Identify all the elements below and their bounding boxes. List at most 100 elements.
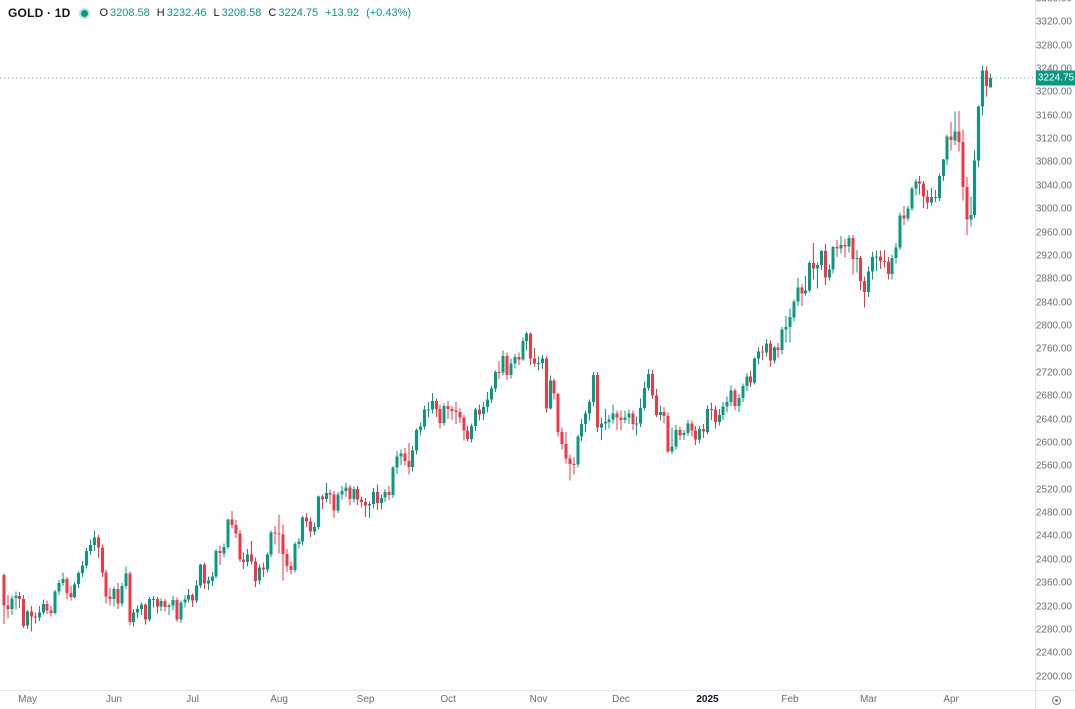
candle-body bbox=[592, 375, 595, 402]
candle-body bbox=[426, 409, 430, 411]
candle-body bbox=[2, 574, 6, 606]
candle-body bbox=[340, 490, 344, 495]
candle-body bbox=[163, 601, 167, 607]
candle-body bbox=[749, 376, 753, 383]
candle-body bbox=[796, 287, 800, 302]
time-axis-label: Jun bbox=[105, 694, 123, 705]
market-status-icon[interactable] bbox=[81, 9, 89, 17]
candle-body bbox=[45, 604, 49, 611]
candle-body bbox=[529, 333, 533, 359]
candle-body bbox=[324, 493, 328, 499]
candle-body bbox=[238, 533, 242, 560]
candle-body bbox=[804, 290, 808, 294]
candle-body bbox=[387, 491, 391, 495]
candle-body bbox=[281, 534, 285, 554]
price-axis-label: 3000.00 bbox=[1035, 203, 1072, 215]
candle-body bbox=[949, 136, 953, 141]
candle-body bbox=[721, 406, 725, 415]
price-axis-label: 2320.00 bbox=[1035, 601, 1072, 612]
candle-body bbox=[474, 409, 478, 426]
time-axis-label: May bbox=[18, 694, 38, 705]
candle-body bbox=[316, 496, 320, 527]
candle-body bbox=[285, 553, 289, 567]
candle-body bbox=[226, 519, 230, 547]
candle-body bbox=[678, 430, 682, 436]
candle-body bbox=[336, 494, 340, 511]
candle-body bbox=[674, 430, 678, 447]
candle-body bbox=[851, 237, 855, 259]
candle-body bbox=[328, 493, 332, 495]
candle-body bbox=[230, 519, 234, 526]
candle-body bbox=[195, 585, 199, 601]
candle-body bbox=[568, 458, 572, 464]
candle-body bbox=[576, 436, 580, 465]
candle-body bbox=[686, 423, 690, 433]
price-axis[interactable]: 3224.75 2200.00 2240.00 2280.00 2320.00 2360… bbox=[1035, 0, 1075, 690]
scale-settings-button[interactable] bbox=[1035, 690, 1075, 709]
candle-body bbox=[454, 410, 458, 412]
candle-body bbox=[462, 417, 466, 431]
candle-body bbox=[434, 400, 438, 409]
candle-body bbox=[509, 363, 513, 376]
candle-body bbox=[878, 256, 882, 262]
candlestick-chart-area[interactable] bbox=[0, 0, 1035, 690]
candle-body bbox=[556, 393, 560, 432]
candle-body bbox=[144, 604, 147, 620]
candle-body bbox=[812, 262, 816, 269]
candle-body bbox=[53, 591, 57, 613]
time-axis-label: Apr bbox=[943, 694, 959, 705]
candle-body bbox=[768, 343, 772, 361]
candle-body bbox=[26, 611, 30, 626]
high-value: 3232.46 bbox=[166, 7, 207, 19]
candle-body bbox=[525, 333, 529, 342]
candle-body bbox=[894, 247, 898, 259]
candle-body bbox=[521, 341, 525, 360]
symbol-title[interactable]: GOLD · 1D bbox=[8, 6, 71, 20]
price-axis-label: 2440.00 bbox=[1035, 530, 1072, 542]
candle-body bbox=[945, 136, 949, 160]
candle-body bbox=[651, 373, 654, 396]
candle-body bbox=[187, 594, 191, 600]
candle-body bbox=[100, 547, 104, 573]
candlestick-canvas[interactable] bbox=[0, 0, 1035, 690]
candle-body bbox=[560, 431, 564, 445]
candle-body bbox=[332, 494, 336, 511]
candle-body bbox=[77, 573, 81, 585]
current-price-tag: 3224.75 bbox=[1036, 70, 1075, 86]
time-axis[interactable]: May Jun Jul Aug Sep Oct Nov Dec 2025 Feb Mar Apr bbox=[0, 690, 1035, 709]
candle-body bbox=[140, 604, 144, 609]
candle-body bbox=[788, 317, 792, 328]
candle-body bbox=[33, 616, 37, 618]
candle-body bbox=[831, 247, 835, 270]
candle-body bbox=[261, 567, 265, 570]
candle-body bbox=[843, 244, 847, 247]
candle-body bbox=[167, 605, 171, 608]
candle-body bbox=[458, 411, 462, 418]
candle-body bbox=[69, 593, 73, 598]
candle-body bbox=[761, 351, 764, 353]
candle-body bbox=[202, 564, 206, 584]
candle-body bbox=[132, 612, 136, 623]
candle-body bbox=[214, 550, 218, 577]
candle-body bbox=[399, 453, 403, 457]
candle-body bbox=[564, 444, 568, 459]
candle-body bbox=[493, 372, 497, 389]
candle-body bbox=[611, 413, 615, 420]
candle-body bbox=[371, 491, 375, 505]
candle-body bbox=[816, 265, 819, 269]
candle-body bbox=[737, 397, 741, 407]
candle-body bbox=[313, 527, 316, 532]
candle-body bbox=[965, 187, 969, 220]
price-axis-label: 3200.00 bbox=[1035, 86, 1072, 98]
price-axis-label: 2200.00 bbox=[1035, 671, 1072, 683]
candle-body bbox=[124, 573, 128, 586]
candle-body bbox=[348, 487, 352, 499]
price-axis-label: 3320.00 bbox=[1035, 16, 1072, 28]
price-axis-label: 3240.00 bbox=[1035, 63, 1072, 75]
candle-body bbox=[725, 402, 729, 407]
candle-body bbox=[780, 329, 784, 350]
candle-body bbox=[985, 70, 988, 86]
candle-body bbox=[540, 358, 544, 363]
candle-body bbox=[289, 566, 293, 571]
candle-body bbox=[183, 599, 187, 603]
